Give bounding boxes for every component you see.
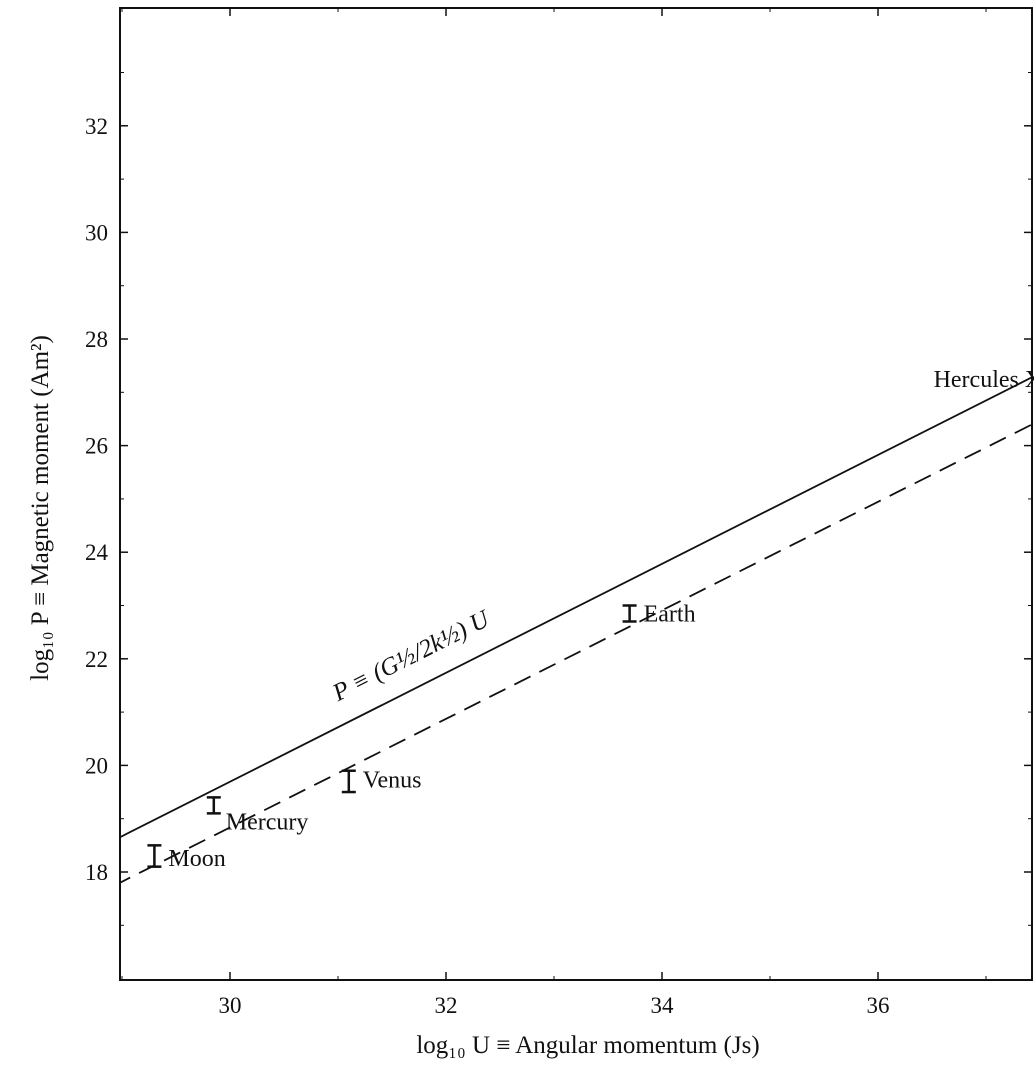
mercury-errorbar (206, 796, 221, 815)
earth-label: Earth (644, 601, 696, 627)
y-axis-title: log₁₀ P ≡ Magnetic moment (Am²) (27, 335, 54, 681)
venus-errorbar (341, 769, 356, 794)
venus-label: Venus (363, 767, 422, 793)
mercury-label: Mercury (226, 809, 309, 835)
y-tick-label: 22 (85, 647, 108, 672)
y-tick-label: 24 (85, 540, 109, 565)
trend-line-equation-label: P ≡ (G½/2k½) U (328, 605, 496, 708)
x-tick-label: 36 (867, 993, 890, 1018)
moon-errorbar (147, 844, 162, 868)
x-axis-title: log₁₀ U ≡ Angular momentum (Js) (416, 1032, 759, 1059)
plot-frame (119, 7, 1033, 981)
y-tick-label: 32 (85, 114, 108, 139)
y-tick-label: 18 (85, 860, 108, 885)
y-tick-label: 20 (85, 753, 108, 778)
x-tick-label: 32 (435, 993, 458, 1018)
y-tick-label: 26 (85, 434, 108, 459)
earth-errorbar (622, 604, 637, 623)
moon-label: Moon (168, 846, 225, 872)
x-tick-label: 30 (219, 993, 242, 1018)
hercules-x-1-label: Hercules X-1 (934, 367, 1034, 393)
solid-trend-line (120, 376, 1032, 839)
y-tick-label: 30 (85, 220, 108, 245)
x-tick-label: 34 (651, 993, 675, 1018)
dashed-trend-line (120, 423, 1032, 884)
y-tick-label: 28 (85, 327, 108, 352)
